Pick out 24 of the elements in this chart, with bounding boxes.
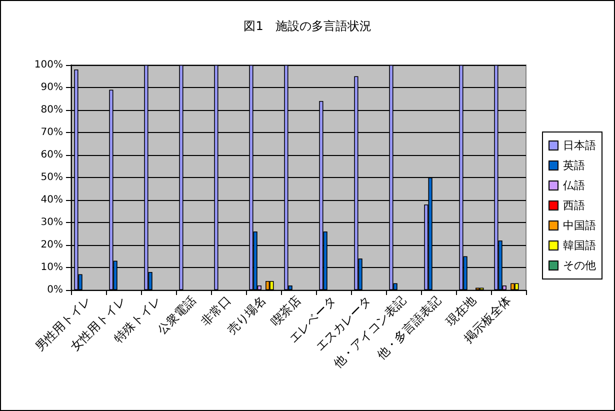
legend-label: 日本語 — [563, 139, 596, 152]
x-tick-label: 喫茶店 — [268, 293, 304, 328]
legend-label: 西語 — [563, 199, 585, 212]
bar — [270, 281, 274, 290]
legend-label: 韓国語 — [563, 239, 596, 252]
y-tick-label: 60% — [40, 150, 63, 160]
bar — [266, 281, 270, 290]
y-tick-label: 40% — [40, 194, 63, 206]
y-tick-label: 90% — [40, 82, 63, 93]
y-tick-label: 50% — [40, 172, 63, 183]
bar — [510, 283, 515, 290]
y-tick-label: 30% — [40, 217, 63, 228]
bar — [514, 283, 519, 290]
chart-title: 図1 施設の多言語状況 — [244, 19, 372, 33]
y-tick-label: 80% — [40, 104, 63, 116]
legend-label: 中国語 — [563, 219, 596, 232]
y-tick-label: 10% — [40, 262, 63, 273]
y-tick-label: 100% — [34, 60, 63, 70]
legend-label: その他 — [563, 259, 596, 272]
y-tick-label: 70% — [40, 127, 63, 138]
y-tick-label: 20% — [40, 240, 63, 250]
legend-label: 英語 — [563, 159, 585, 172]
legend-label: 仏語 — [562, 179, 585, 192]
y-tick-label: 0% — [47, 284, 63, 296]
